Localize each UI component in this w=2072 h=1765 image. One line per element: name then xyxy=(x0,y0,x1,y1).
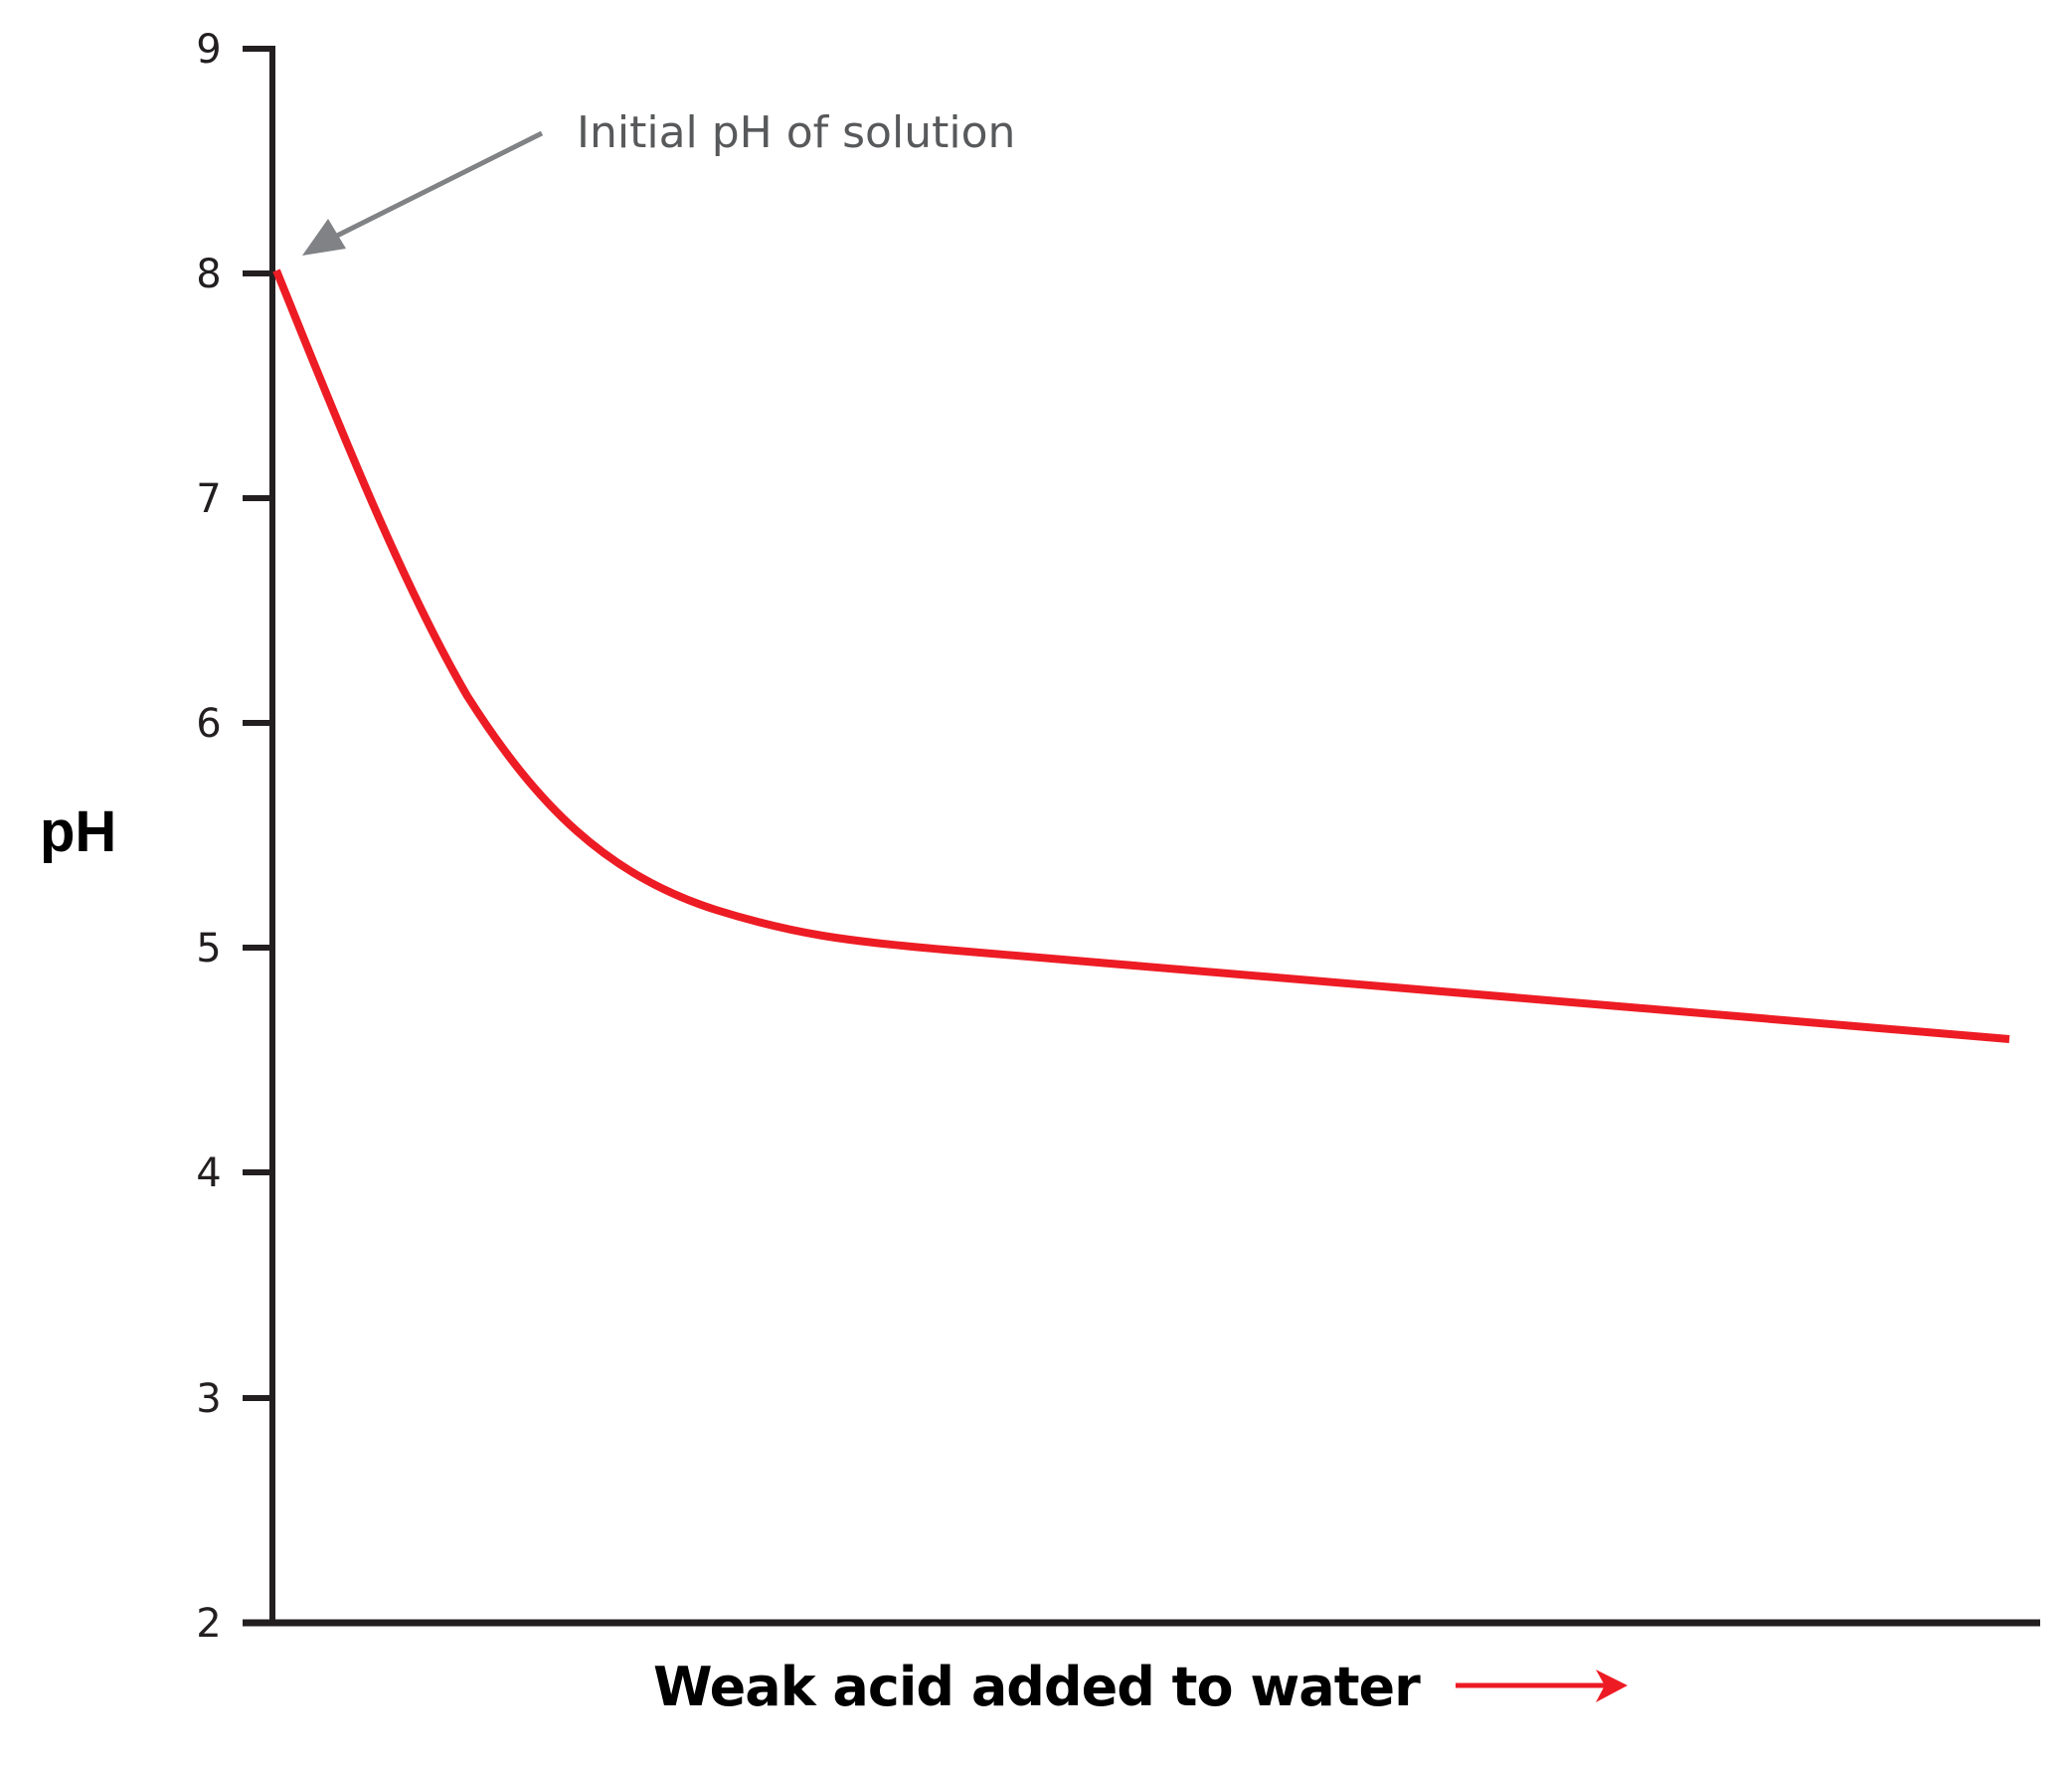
y-tick-label: 5 xyxy=(196,926,221,971)
y-tick-label: 9 xyxy=(196,27,221,73)
ph-curve xyxy=(272,268,2010,1043)
y-tick-labels: 9 8 7 6 5 4 3 2 xyxy=(196,27,221,1647)
annotation-arrow-shaft xyxy=(321,130,544,246)
x-axis-title: Weak acid added to water xyxy=(653,1656,1421,1718)
direction-arrow-head xyxy=(1596,1670,1628,1702)
y-tick-label: 3 xyxy=(196,1376,221,1422)
y-axis-title: pH xyxy=(40,799,116,864)
y-tick-label: 4 xyxy=(196,1150,221,1196)
y-tick-label: 7 xyxy=(196,476,221,522)
annotation-arrow-head-icon xyxy=(302,219,346,256)
annotation-arrow xyxy=(302,130,544,256)
x-direction-arrow-icon xyxy=(1456,1670,1628,1702)
annotation-label: Initial pH of solution xyxy=(577,107,1015,158)
axes xyxy=(243,46,2040,1627)
y-ticks xyxy=(243,46,275,1401)
y-tick-label: 2 xyxy=(196,1601,221,1647)
y-tick-label: 8 xyxy=(196,252,221,297)
y-tick-label: 6 xyxy=(196,701,221,747)
